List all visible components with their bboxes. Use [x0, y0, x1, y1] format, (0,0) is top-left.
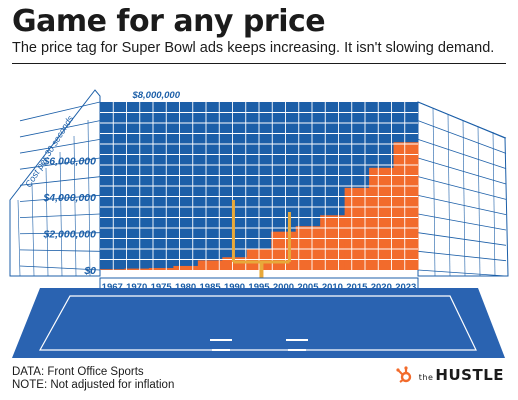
stand-grid-line [45, 167, 49, 277]
stand-grid-line [417, 157, 507, 185]
left-stand [9, 89, 101, 277]
page-title: Game for any price [12, 4, 326, 39]
page-subtitle: The price tag for Super Bowl ads keeps i… [12, 40, 495, 56]
title-divider [12, 63, 506, 64]
x-tick-label: 2015 [346, 282, 368, 293]
stand-grid-line [477, 125, 481, 277]
bar-2010 [320, 215, 346, 270]
stand-grid-line [417, 250, 507, 262]
bar-1980 [173, 265, 199, 270]
y-tick-label: $4,000,000 [42, 192, 96, 204]
bar-1975 [148, 268, 174, 270]
brand-logo: the HUSTLE [395, 366, 504, 384]
bar-2020 [369, 167, 395, 270]
source-note: DATA: Front Office Sports [12, 366, 144, 378]
x-tick-label: 1967 [102, 282, 123, 293]
x-tick-label: 1995 [248, 282, 270, 293]
stand-grid-line [417, 138, 507, 170]
stand-grid-line [19, 120, 101, 138]
stand-grid-line [447, 113, 451, 277]
stand-grid-line [19, 265, 101, 271]
x-tick-label: 2010 [322, 282, 343, 293]
bar-2000 [271, 231, 297, 270]
super-bowl-ad-cost-chart: $0 $2,000,000 $4,000,000 $6,000,000 $8,000,0… [9, 89, 509, 358]
x-tick-label: 2000 [273, 282, 294, 293]
bar-1970 [124, 268, 150, 270]
brand-name: HUSTLE [435, 366, 504, 384]
stand-grid-line [73, 135, 77, 277]
x-tick-label: 2005 [297, 282, 319, 293]
stand-grid-line [19, 138, 101, 154]
y-tick-label: $2,000,000 [42, 229, 96, 241]
bar-2005 [295, 226, 321, 270]
x-tick-label: 1990 [224, 282, 245, 293]
x-tick-label: 1970 [126, 282, 147, 293]
stand-grid-line [417, 176, 507, 200]
stand-grid-line [492, 131, 496, 277]
y-tick-label: $8,000,000 [131, 90, 180, 101]
x-tick-label: 1985 [200, 282, 222, 293]
stand-grid-line [19, 101, 101, 122]
stand-grid-line [59, 151, 63, 277]
inflation-note: NOTE: Not adjusted for inflation [12, 379, 175, 391]
field-boundary [38, 295, 477, 351]
football-field [12, 288, 505, 358]
hubspot-sprocket-icon [396, 366, 411, 383]
stand-grid-line [417, 120, 507, 154]
stand-grid-line [19, 176, 101, 186]
brand-prefix: the [418, 373, 434, 382]
x-tick-label: 1980 [175, 282, 196, 293]
stand-grid-line [17, 199, 21, 277]
x-tick-label: 1975 [151, 282, 173, 293]
stand-grid-line [19, 213, 101, 218]
x-tick-label: 2020 [371, 282, 392, 293]
stand-grid-line [417, 269, 507, 277]
stand-grid-line [432, 107, 436, 277]
x-tick-label: 2023 [395, 282, 416, 293]
stand-grid-line [417, 232, 507, 246]
y-tick-label: $6,000,000 [42, 156, 96, 168]
stand-grid-line [31, 183, 35, 277]
stand-grid-line [417, 194, 507, 216]
bar-2015 [344, 187, 370, 270]
y-tick-label: $0 [83, 265, 96, 277]
stand-grid-line [462, 119, 466, 277]
stand-grid-line [87, 119, 91, 277]
bar-1967 [100, 269, 125, 270]
stand-grid-line [417, 213, 507, 231]
stand-grid-line [19, 194, 101, 202]
brand-wordmark: the HUSTLE [419, 366, 504, 384]
stand-grid-line [417, 101, 507, 139]
bar-1985 [197, 260, 223, 270]
bar-1990 [222, 257, 248, 270]
bar-2023 [393, 142, 419, 270]
